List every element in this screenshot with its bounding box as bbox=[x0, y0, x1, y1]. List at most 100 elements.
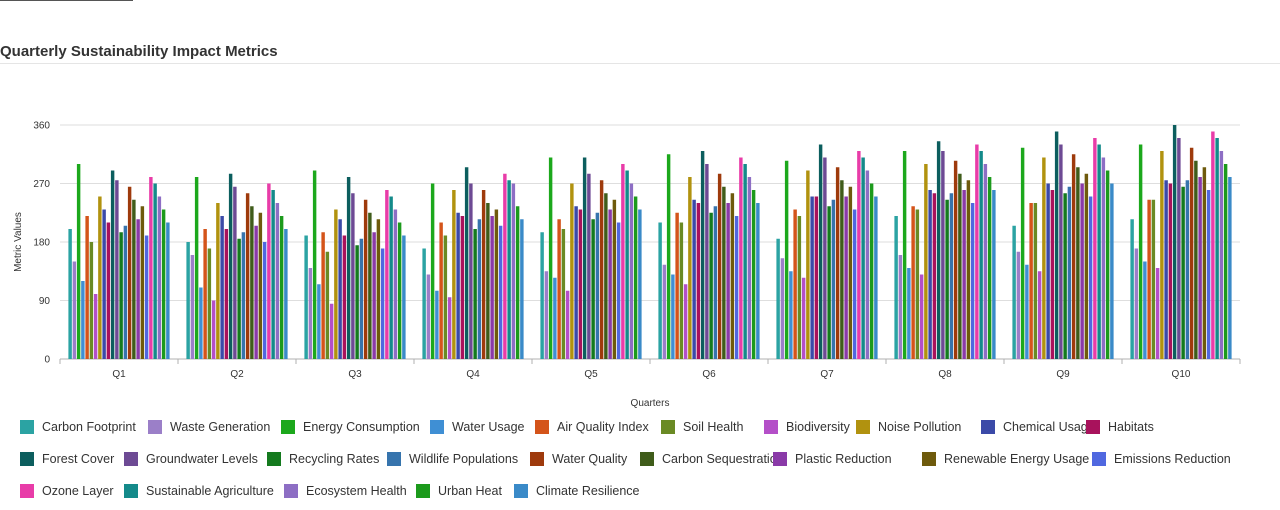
bar-carbon-sequestration-q1[interactable] bbox=[132, 199, 136, 359]
bar-groundwater-levels-q2[interactable] bbox=[233, 186, 237, 359]
bar-emissions-reduction-q7[interactable] bbox=[852, 209, 857, 360]
bar-sustainable-agriculture-q6[interactable] bbox=[743, 164, 747, 359]
legend-item[interactable]: Wildlife Populations bbox=[387, 452, 518, 466]
bar-noise-pollution-q8[interactable] bbox=[924, 164, 928, 359]
bar-plastic-reduction-q4[interactable] bbox=[490, 216, 494, 359]
bar-water-quality-q1[interactable] bbox=[127, 186, 132, 359]
bar-climate-resilience-q5[interactable] bbox=[638, 209, 642, 360]
bar-soil-health-q8[interactable] bbox=[915, 209, 920, 360]
bar-water-usage-q3[interactable] bbox=[317, 284, 321, 359]
bar-waste-generation-q2[interactable] bbox=[190, 255, 195, 359]
bar-water-quality-q6[interactable] bbox=[717, 173, 722, 359]
bar-noise-pollution-q6[interactable] bbox=[688, 177, 692, 359]
legend-item[interactable]: Air Quality Index bbox=[535, 420, 649, 434]
bar-ecosystem-health-q6[interactable] bbox=[747, 177, 752, 359]
bar-renewable-energy-usage-q7[interactable] bbox=[848, 186, 853, 359]
bar-emissions-reduction-q4[interactable] bbox=[498, 225, 503, 359]
bar-water-usage-q10[interactable] bbox=[1143, 261, 1147, 360]
bar-ecosystem-health-q9[interactable] bbox=[1101, 157, 1106, 360]
bar-sustainable-agriculture-q10[interactable] bbox=[1215, 138, 1219, 359]
bar-water-usage-q9[interactable] bbox=[1025, 264, 1029, 359]
bar-emissions-reduction-q3[interactable] bbox=[380, 248, 385, 360]
bar-ozone-layer-q3[interactable] bbox=[385, 190, 389, 359]
bar-urban-heat-q6[interactable] bbox=[751, 190, 756, 359]
bar-soil-health-q9[interactable] bbox=[1033, 203, 1038, 359]
bar-forest-cover-q2[interactable] bbox=[228, 173, 233, 359]
bar-carbon-footprint-q5[interactable] bbox=[540, 232, 544, 359]
bar-carbon-footprint-q10[interactable] bbox=[1130, 219, 1134, 359]
bar-soil-health-q1[interactable] bbox=[89, 242, 94, 359]
bar-emissions-reduction-q9[interactable] bbox=[1088, 196, 1093, 360]
bar-ozone-layer-q7[interactable] bbox=[857, 151, 861, 359]
bar-noise-pollution-q4[interactable] bbox=[452, 190, 456, 359]
bar-water-usage-q4[interactable] bbox=[435, 290, 439, 359]
bar-ozone-layer-q1[interactable] bbox=[149, 177, 153, 359]
bar-habitats-q1[interactable] bbox=[106, 222, 111, 360]
bar-wildlife-populations-q2[interactable] bbox=[241, 232, 246, 359]
legend-item[interactable]: Emissions Reduction bbox=[1092, 452, 1231, 466]
bar-carbon-footprint-q4[interactable] bbox=[422, 248, 426, 360]
bar-recycling-rates-q10[interactable] bbox=[1181, 186, 1185, 359]
bar-air-quality-index-q2[interactable] bbox=[203, 229, 207, 359]
bar-ecosystem-health-q2[interactable] bbox=[275, 203, 280, 359]
legend-item[interactable]: Carbon Footprint bbox=[20, 420, 136, 434]
bar-energy-consumption-q2[interactable] bbox=[194, 177, 199, 359]
bar-energy-consumption-q7[interactable] bbox=[784, 160, 789, 359]
bar-sustainable-agriculture-q1[interactable] bbox=[153, 183, 157, 360]
legend-item[interactable]: Climate Resilience bbox=[514, 484, 640, 498]
bar-air-quality-index-q1[interactable] bbox=[85, 216, 89, 359]
bar-water-usage-q7[interactable] bbox=[789, 271, 793, 359]
bar-chemical-usage-q1[interactable] bbox=[102, 209, 106, 360]
bar-carbon-sequestration-q8[interactable] bbox=[958, 173, 962, 359]
bar-recycling-rates-q9[interactable] bbox=[1063, 193, 1067, 359]
bar-urban-heat-q9[interactable] bbox=[1105, 170, 1110, 360]
bar-carbon-footprint-q9[interactable] bbox=[1012, 225, 1016, 359]
bar-soil-health-q2[interactable] bbox=[207, 248, 212, 360]
bar-ecosystem-health-q8[interactable] bbox=[983, 164, 988, 359]
bar-wildlife-populations-q9[interactable] bbox=[1067, 186, 1072, 359]
bar-chemical-usage-q5[interactable] bbox=[574, 206, 578, 359]
bar-energy-consumption-q5[interactable] bbox=[548, 157, 553, 360]
bar-water-quality-q5[interactable] bbox=[599, 180, 604, 359]
bar-wildlife-populations-q5[interactable] bbox=[595, 212, 600, 359]
bar-carbon-sequestration-q5[interactable] bbox=[604, 193, 608, 359]
bar-urban-heat-q7[interactable] bbox=[869, 183, 874, 360]
bar-climate-resilience-q6[interactable] bbox=[756, 203, 760, 359]
bar-carbon-footprint-q8[interactable] bbox=[894, 216, 898, 359]
legend-item[interactable]: Forest Cover bbox=[20, 452, 114, 466]
bar-urban-heat-q3[interactable] bbox=[397, 222, 402, 360]
bar-water-usage-q5[interactable] bbox=[553, 277, 557, 359]
bar-air-quality-index-q6[interactable] bbox=[675, 212, 679, 359]
bar-sustainable-agriculture-q5[interactable] bbox=[625, 170, 629, 360]
bar-noise-pollution-q10[interactable] bbox=[1160, 151, 1164, 359]
bar-forest-cover-q9[interactable] bbox=[1054, 131, 1059, 360]
bar-urban-heat-q2[interactable] bbox=[279, 216, 284, 359]
bar-recycling-rates-q8[interactable] bbox=[945, 199, 949, 359]
bar-plastic-reduction-q5[interactable] bbox=[608, 209, 612, 360]
bar-plastic-reduction-q9[interactable] bbox=[1080, 183, 1084, 360]
legend-item[interactable]: Water Quality bbox=[530, 452, 627, 466]
bar-carbon-sequestration-q3[interactable] bbox=[368, 212, 372, 359]
bar-biodiversity-q7[interactable] bbox=[801, 277, 806, 359]
bar-energy-consumption-q10[interactable] bbox=[1138, 144, 1143, 360]
bar-sustainable-agriculture-q7[interactable] bbox=[861, 157, 865, 360]
bar-carbon-footprint-q7[interactable] bbox=[776, 238, 780, 359]
bar-ecosystem-health-q10[interactable] bbox=[1219, 151, 1224, 359]
bar-groundwater-levels-q3[interactable] bbox=[351, 193, 355, 359]
bar-wildlife-populations-q8[interactable] bbox=[949, 193, 954, 359]
bar-climate-resilience-q10[interactable] bbox=[1228, 177, 1232, 359]
bar-plastic-reduction-q7[interactable] bbox=[844, 196, 848, 360]
bar-sustainable-agriculture-q2[interactable] bbox=[271, 190, 275, 359]
bar-groundwater-levels-q6[interactable] bbox=[705, 164, 709, 359]
bar-renewable-energy-usage-q8[interactable] bbox=[966, 180, 971, 359]
bar-sustainable-agriculture-q9[interactable] bbox=[1097, 144, 1101, 360]
bar-water-usage-q2[interactable] bbox=[199, 287, 203, 360]
bar-ozone-layer-q10[interactable] bbox=[1211, 131, 1215, 360]
bar-carbon-sequestration-q6[interactable] bbox=[722, 186, 726, 359]
bar-ozone-layer-q4[interactable] bbox=[503, 173, 507, 359]
bar-groundwater-levels-q8[interactable] bbox=[941, 151, 945, 359]
bar-air-quality-index-q5[interactable] bbox=[557, 219, 561, 359]
bar-wildlife-populations-q1[interactable] bbox=[123, 225, 128, 359]
bar-chemical-usage-q2[interactable] bbox=[220, 216, 224, 359]
bar-habitats-q6[interactable] bbox=[696, 203, 701, 359]
